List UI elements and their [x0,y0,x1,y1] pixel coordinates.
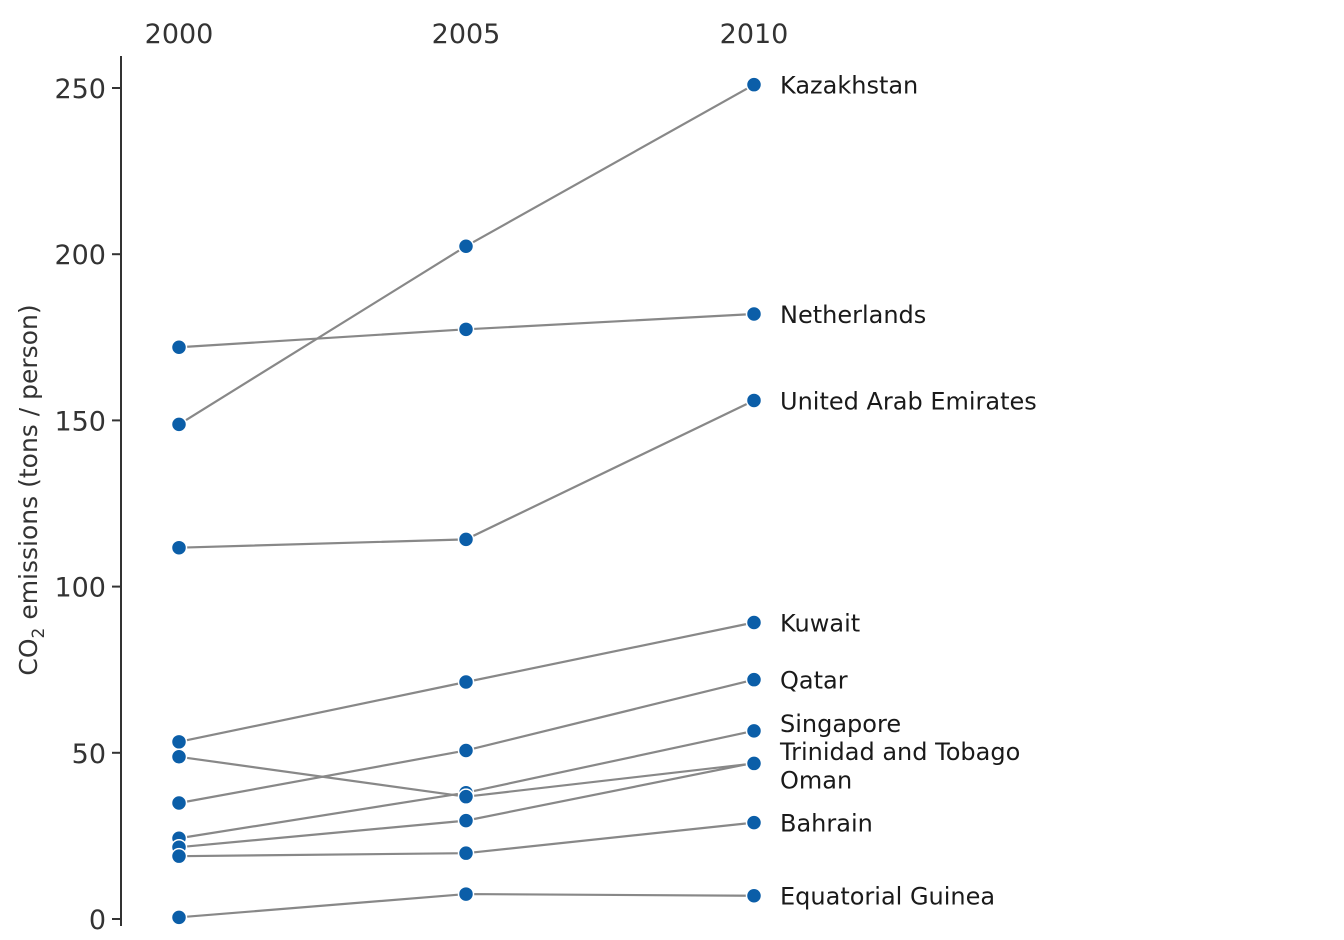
point-oman-2005 [457,788,475,805]
point-equatorial-guinea-2000 [170,909,188,926]
label-united-arab-emirates: United Arab Emirates [780,387,1037,415]
y-tick-label: 200 [54,240,106,271]
series-points [170,76,763,926]
point-trinidad-and-tobago-2005 [457,812,475,829]
point-united-arab-emirates-2010 [745,392,763,409]
point-bahrain-2005 [457,844,475,862]
x-axis-year-labels: 2000 2005 2010 [145,19,789,50]
y-tick-label: 0 [89,905,106,936]
point-equatorial-guinea-2010 [745,887,763,904]
year-label-2000: 2000 [145,19,214,50]
point-united-arab-emirates-2005 [457,531,475,548]
label-singapore: Singapore [780,710,901,738]
point-netherlands-2005 [457,321,475,338]
series-labels: Kazakhstan Netherlands United Arab Emirate… [779,72,1037,911]
line-united-arab-emirates [178,399,755,549]
point-equatorial-guinea-2005 [457,885,475,903]
label-netherlands: Netherlands [780,301,926,329]
point-kuwait-2005 [457,673,475,691]
y-tick-label: 50 [72,739,106,770]
line-kazakhstan [178,83,755,426]
point-bahrain-2000 [170,847,188,865]
y-tick-label: 150 [54,406,106,437]
y-axis-title: CO2 emissions (tons / person) [14,304,49,675]
year-label-2010: 2010 [720,19,789,50]
point-kuwait-2010 [745,614,763,631]
line-trinidad-and-tobago [178,761,755,849]
point-qatar-2010 [745,671,763,688]
point-netherlands-2000 [170,339,188,356]
year-label-2005: 2005 [432,19,501,50]
point-kuwait-2000 [170,733,188,751]
point-bahrain-2010 [745,814,763,831]
point-oman-2010 [745,755,763,772]
point-qatar-2000 [170,794,188,812]
point-oman-2000 [170,748,188,766]
label-kuwait: Kuwait [780,609,860,637]
label-trinidad-and-tobago: Trinidad and Tobago [779,738,1020,766]
point-qatar-2005 [457,742,475,759]
y-tick-label: 100 [54,573,106,604]
point-kazakhstan-2005 [457,237,475,255]
y-axis: 0 50 100 150 200 250 [54,56,122,936]
point-netherlands-2010 [745,305,763,323]
point-singapore-2010 [745,722,763,740]
point-kazakhstan-2000 [170,416,188,433]
label-qatar: Qatar [780,667,848,695]
label-equatorial-guinea: Equatorial Guinea [780,883,995,911]
y-tick-label: 250 [54,74,106,105]
label-kazakhstan: Kazakhstan [780,72,918,100]
point-kazakhstan-2010 [745,76,763,93]
point-united-arab-emirates-2000 [170,539,188,556]
label-oman: Oman [780,766,852,794]
label-bahrain: Bahrain [780,810,873,838]
